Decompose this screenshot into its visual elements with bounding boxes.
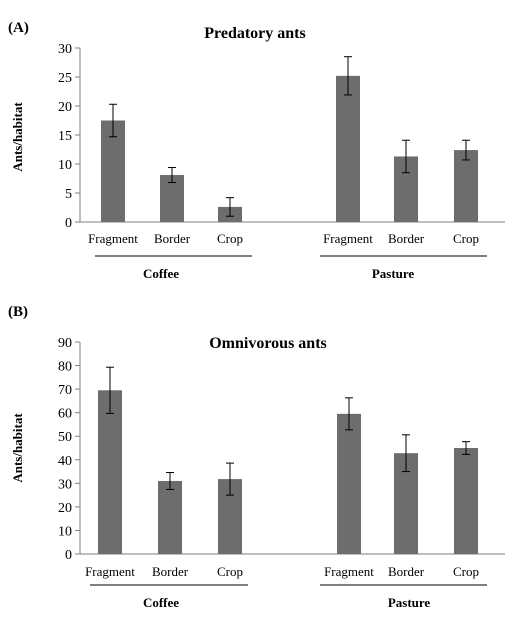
y-tick-label: 30	[58, 42, 72, 57]
y-tick-label: 20	[58, 501, 72, 516]
group-label: Pasture	[372, 266, 415, 281]
bar-pasture-crop	[454, 448, 478, 554]
x-category-label: Border	[388, 231, 425, 246]
bar-pasture-fragment	[336, 75, 360, 222]
group-label: Pasture	[388, 595, 431, 610]
y-tick-label: 90	[58, 336, 72, 351]
panel-label: (A)	[8, 20, 29, 36]
y-tick-label: 5	[65, 187, 72, 202]
chart-title: Predatory ants	[204, 25, 305, 42]
bar-coffee-border	[158, 480, 182, 554]
y-axis-label: Ants/habitat	[10, 102, 25, 172]
bar-coffee-fragment	[101, 120, 125, 222]
y-tick-label: 10	[58, 524, 72, 539]
y-axis-label: Ants/habitat	[10, 413, 25, 483]
y-tick-label: 40	[58, 454, 72, 469]
x-category-label: Crop	[217, 564, 243, 579]
bar-pasture-crop	[454, 150, 478, 222]
x-category-label: Border	[152, 564, 189, 579]
panel-label: (B)	[8, 304, 28, 320]
x-category-label: Crop	[453, 564, 479, 579]
x-category-label: Fragment	[85, 564, 135, 579]
x-category-label: Border	[154, 231, 191, 246]
y-tick-label: 80	[58, 360, 72, 375]
y-tick-label: 20	[58, 100, 72, 115]
y-tick-label: 10	[58, 158, 72, 173]
x-category-label: Border	[388, 564, 425, 579]
y-tick-label: 50	[58, 430, 72, 445]
y-tick-label: 0	[65, 548, 72, 563]
x-category-label: Fragment	[88, 231, 138, 246]
y-tick-label: 30	[58, 477, 72, 492]
group-label: Coffee	[143, 266, 179, 281]
chart-panel-b: (B) Omnivorous ants Ants/habitat 0 10 20 30 40 5…	[8, 304, 505, 610]
x-category-label: Fragment	[324, 564, 374, 579]
y-tick-label: 70	[58, 383, 72, 398]
bar-pasture-fragment	[337, 413, 361, 554]
y-tick-label: 15	[58, 129, 72, 144]
y-tick-label: 0	[65, 216, 72, 231]
chart-panel-a: (A) Predatory ants Ants/habitat 0 5 10 15 20 25 3…	[8, 20, 505, 281]
chart-title: Omnivorous ants	[209, 335, 327, 352]
x-category-label: Crop	[217, 231, 243, 246]
group-label: Coffee	[143, 595, 179, 610]
x-category-label: Fragment	[323, 231, 373, 246]
x-category-label: Crop	[453, 231, 479, 246]
y-tick-label: 60	[58, 407, 72, 422]
bar-coffee-fragment	[98, 390, 122, 554]
y-tick-label: 25	[58, 71, 72, 86]
